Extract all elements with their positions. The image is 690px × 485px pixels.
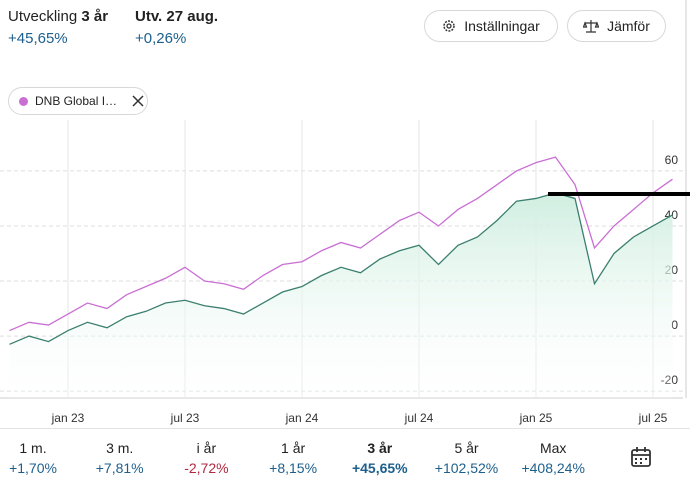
period-change: +1,70% — [9, 460, 57, 476]
line — [9, 156, 673, 332]
development-label: Utveckling — [8, 8, 78, 25]
development-title: Utveckling 3 år — [8, 8, 108, 25]
period-label: Max — [539, 440, 567, 456]
period-change: +45,65% — [351, 460, 408, 476]
period-divider — [0, 428, 690, 429]
period-button[interactable]: 3 m. +7,81% — [77, 440, 163, 476]
period-button[interactable]: 1 år +8,15% — [250, 440, 336, 476]
legend-chip[interactable]: DNB Global I… — [8, 87, 148, 115]
legend-dot — [19, 96, 28, 106]
calendar-icon[interactable] — [630, 446, 652, 468]
period-button[interactable]: i år -2,72% — [163, 440, 249, 476]
period-change: +102,52% — [434, 460, 499, 476]
x-tick-label: jan 24 — [285, 411, 319, 425]
development-period: 3 år — [81, 8, 109, 25]
period-change: -2,72% — [184, 460, 229, 476]
x-tick-label: jul 24 — [404, 411, 434, 425]
day-label: Utv. 27 aug. — [135, 8, 219, 25]
gear-icon — [443, 20, 455, 32]
day-value: +0,26% — [135, 30, 187, 47]
development-value: +45,65% — [8, 30, 68, 47]
x-tick-label: jan 23 — [51, 411, 85, 425]
x-tick-label: jul 25 — [638, 411, 668, 425]
y-tick-label: 0 — [671, 318, 678, 332]
period-label: 1 år — [281, 440, 306, 456]
close-icon[interactable] — [132, 95, 144, 107]
period-button[interactable]: 5 år +102,52% — [424, 440, 510, 476]
x-tick-label: jan 25 — [519, 411, 553, 425]
period-button[interactable]: 1 m. +1,70% — [0, 440, 76, 476]
settings-label: Inställningar — [464, 18, 540, 34]
period-change: +408,24% — [521, 460, 585, 476]
period-label: 3 m. — [106, 440, 134, 456]
compare-button[interactable]: Jämför — [567, 10, 666, 42]
y-tick-label: 60 — [665, 153, 679, 167]
period-label: 3 år — [367, 440, 393, 456]
settings-button[interactable]: Inställningar — [424, 10, 558, 42]
period-label: 1 m. — [19, 440, 47, 456]
x-tick-label: jul 23 — [170, 411, 200, 425]
period-label: 5 år — [454, 440, 479, 456]
period-button[interactable]: Max +408,24% — [510, 440, 596, 476]
period-button[interactable]: 3 år +45,65% — [337, 440, 423, 476]
scale-icon — [583, 20, 600, 33]
period-label: i år — [196, 440, 217, 456]
period-change: +7,81% — [95, 460, 144, 476]
period-change: +8,15% — [269, 460, 318, 476]
legend-label: DNB Global I… — [35, 94, 118, 108]
compare-label: Jämför — [607, 18, 650, 34]
area — [9, 192, 673, 398]
